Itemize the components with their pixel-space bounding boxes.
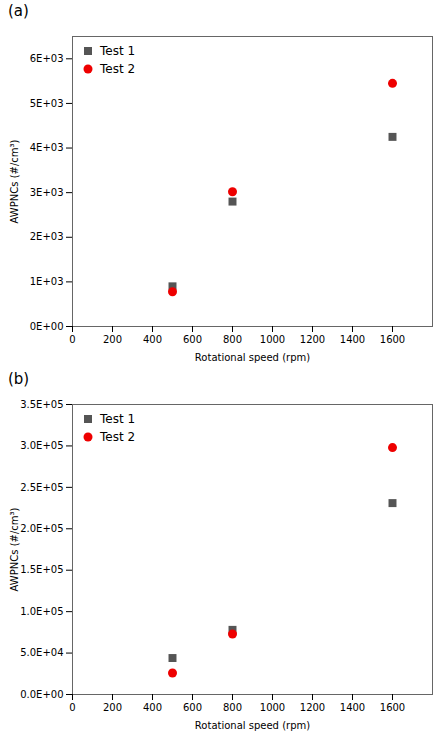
svg-text:400: 400 — [143, 702, 162, 713]
html-text:Test 2: Test 2 — [100, 430, 136, 444]
svg-text:1200: 1200 — [300, 334, 325, 345]
svg-text:400: 400 — [143, 334, 162, 345]
svg-text:1400: 1400 — [340, 702, 365, 713]
svg-text:Rotational speed (rpm): Rotational speed (rpm) — [195, 720, 310, 731]
svg-text:Rotational speed (rpm): Rotational speed (rpm) — [195, 352, 310, 363]
html-text:(a): (a) — [8, 2, 29, 20]
svg-text:1000: 1000 — [260, 702, 285, 713]
svg-text:1.5E+05: 1.5E+05 — [20, 564, 63, 575]
svg-text:2E+03: 2E+03 — [30, 231, 64, 242]
html-text:Test 1: Test 1 — [100, 412, 136, 426]
svg-text:1E+03: 1E+03 — [30, 276, 64, 287]
svg-text:1200: 1200 — [300, 702, 325, 713]
svg-text:200: 200 — [103, 334, 122, 345]
svg-text:600: 600 — [183, 702, 202, 713]
svg-text:5E+03: 5E+03 — [30, 98, 64, 109]
svg-text:800: 800 — [223, 334, 242, 345]
svg-text:5.0E+04: 5.0E+04 — [20, 647, 63, 658]
html-text:(b): (b) — [8, 370, 30, 388]
svg-text:6E+03: 6E+03 — [30, 53, 64, 64]
svg-text:800: 800 — [223, 702, 242, 713]
svg-text:3.5E+05: 3.5E+05 — [20, 399, 63, 410]
svg-text:0: 0 — [69, 702, 75, 713]
svg-text:0: 0 — [69, 334, 75, 345]
svg-text:200: 200 — [103, 702, 122, 713]
html-text:Test 2: Test 2 — [100, 62, 136, 76]
svg-text:AWPNCs (#/cm³): AWPNCs (#/cm³) — [9, 139, 20, 223]
svg-text:0.0E+00: 0.0E+00 — [20, 689, 63, 700]
html-text:Test 1: Test 1 — [100, 44, 136, 58]
svg-text:1400: 1400 — [340, 334, 365, 345]
svg-text:1600: 1600 — [380, 334, 405, 345]
svg-text:600: 600 — [183, 334, 202, 345]
svg-text:3E+03: 3E+03 — [30, 187, 64, 198]
svg-text:AWPNCs (#/cm³): AWPNCs (#/cm³) — [9, 507, 20, 591]
svg-text:0E+00: 0E+00 — [30, 321, 64, 332]
svg-text:1600: 1600 — [380, 702, 405, 713]
svg-text:1.0E+05: 1.0E+05 — [20, 606, 63, 617]
svg-text:2.0E+05: 2.0E+05 — [20, 523, 63, 534]
svg-text:3.0E+05: 3.0E+05 — [20, 440, 63, 451]
svg-text:1000: 1000 — [260, 334, 285, 345]
svg-text:4E+03: 4E+03 — [30, 142, 64, 153]
svg-text:2.5E+05: 2.5E+05 — [20, 482, 63, 493]
